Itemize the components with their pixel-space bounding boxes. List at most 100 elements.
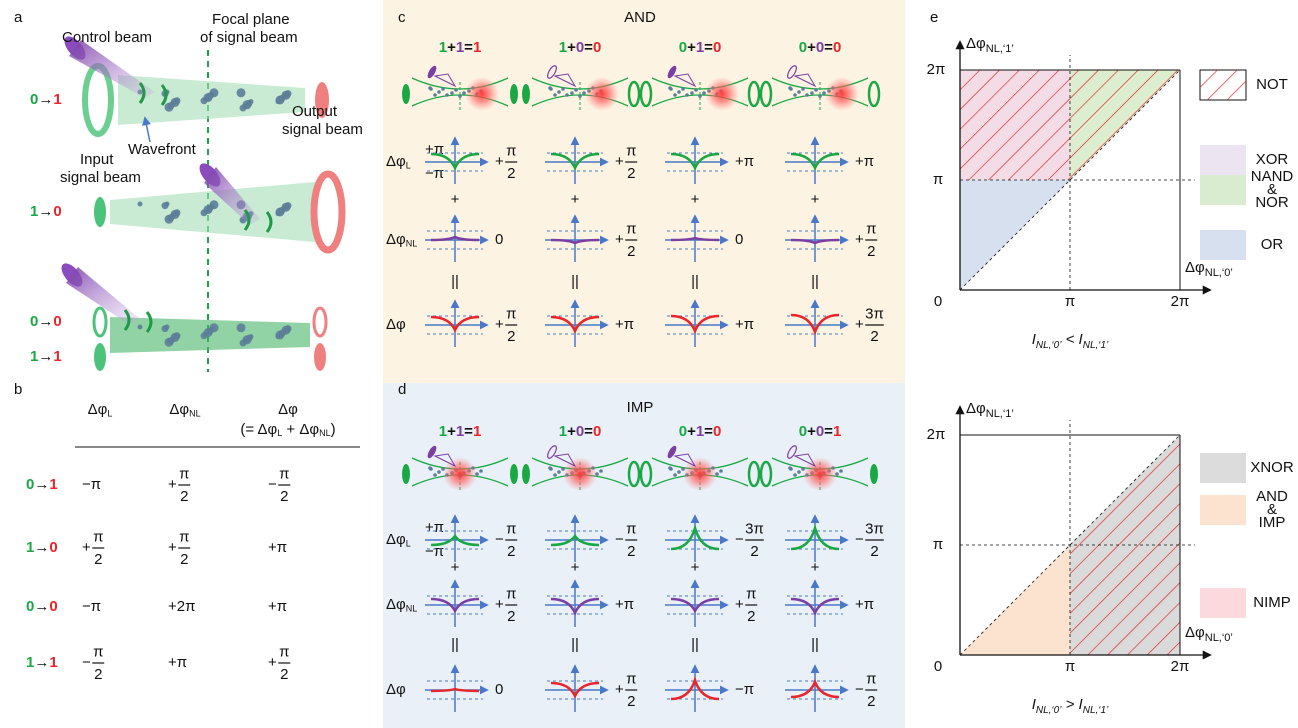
value-sign: + (735, 596, 744, 613)
value-denominator: 2 (867, 693, 875, 710)
value-denominator: 2 (870, 543, 878, 560)
equation: 1+1=1 (439, 423, 482, 440)
value: 0 (735, 231, 743, 248)
value: +π (615, 596, 634, 613)
input-beam-profile (402, 84, 410, 104)
value: +2π (168, 598, 195, 615)
value-numerator: π (506, 520, 516, 537)
atom (433, 93, 437, 97)
row-transition: 1→0 (26, 539, 58, 556)
value-numerator: π (626, 520, 636, 537)
column-header-note-part: NL (319, 429, 331, 439)
value-sign: − (855, 531, 864, 548)
x-axis-label: ΔφNL,‘0’ (1185, 259, 1233, 279)
value-denominator: 2 (627, 165, 635, 182)
legend-label: XOR (1256, 151, 1289, 168)
x-axis-label-part: Δφ (1185, 624, 1205, 641)
atom (789, 87, 793, 91)
value-sign: + (615, 681, 624, 698)
equation-part: = (464, 423, 473, 440)
equation-part: 0 (576, 39, 584, 56)
transition-part: 0 (53, 203, 61, 220)
value-denominator: 2 (180, 488, 188, 505)
row-transition: 0→1 (26, 476, 58, 493)
atom (565, 93, 569, 97)
legend-label: IMP (1259, 514, 1286, 531)
transition-part: → (38, 313, 53, 330)
equation: 1+0=0 (559, 39, 602, 56)
atom (814, 88, 818, 92)
row-transition-part: 0 (26, 476, 34, 493)
value-sign: + (615, 153, 624, 170)
input-beam-profile (522, 464, 530, 484)
column-header: ΔφNL (169, 401, 200, 419)
value: +π (855, 596, 874, 613)
value-numerator: π (626, 220, 636, 237)
atom (553, 473, 557, 477)
transition-part: 1 (53, 91, 61, 108)
caption: INL,‘0’ > INL,‘1’ (1032, 696, 1109, 715)
equation-part: = (584, 423, 593, 440)
y-tick-label: 2π (927, 61, 946, 78)
legend-swatch (1200, 230, 1246, 260)
value-numerator: π (866, 220, 876, 237)
x-axis-label-part: NL,‘0’ (1205, 267, 1233, 279)
y-tick-label: 2π (927, 426, 946, 443)
value-sign: + (495, 596, 504, 613)
value-sign: + (615, 231, 624, 248)
column-header-note-part: ) (331, 421, 336, 438)
transition-part: 1 (30, 203, 38, 220)
legend-label: NOR (1255, 194, 1289, 211)
value-numerator: π (179, 528, 189, 545)
equation-part: = (704, 39, 713, 56)
value-denominator: 2 (750, 543, 758, 560)
transition: 1→0 (30, 203, 62, 220)
y-tick-label: π (933, 536, 943, 553)
atom (165, 338, 174, 347)
atom (673, 473, 677, 477)
value-sign: − (735, 531, 744, 548)
row-label-part: L (406, 539, 411, 549)
row-transition-part: 1 (26, 654, 34, 671)
equals-sign: || (811, 273, 819, 290)
value-numerator: π (866, 670, 876, 687)
row-transition-part: 0 (49, 598, 57, 615)
caption-part: NL,‘1’ (1083, 339, 1109, 350)
x-axis-label-part: Δφ (1185, 259, 1205, 276)
y-axis-label-part: NL,‘1’ (986, 43, 1014, 55)
atom (201, 97, 208, 104)
value-denominator: 2 (747, 608, 755, 625)
equation: 0+0=0 (799, 39, 842, 56)
atom (839, 469, 843, 473)
equation-part: = (464, 39, 473, 56)
atom (553, 93, 557, 97)
equation-part: 0 (576, 423, 584, 440)
glow (825, 77, 859, 111)
equation-part: 0 (679, 39, 687, 56)
atom (276, 334, 281, 339)
range-label: −π (425, 165, 444, 182)
equation-part: + (807, 423, 816, 440)
equation: 1+0=0 (559, 423, 602, 440)
row-label-part: Δφ (386, 596, 406, 613)
atom (445, 93, 449, 97)
atom (574, 88, 578, 92)
equation-part: 1 (473, 39, 481, 56)
value: +π (268, 539, 287, 556)
output-beam-profile (510, 84, 518, 104)
equals-sign: || (451, 273, 459, 290)
value: −π (82, 476, 101, 493)
caption-part: > I (1061, 696, 1082, 713)
y-axis-label-part: Δφ (966, 400, 986, 417)
panel-label: c (398, 9, 406, 26)
input-beam-label: signal beam (60, 169, 141, 186)
column-header-part: L (107, 409, 112, 419)
equation-part: + (567, 423, 576, 440)
value-numerator: π (279, 465, 289, 482)
origin-label: 0 (934, 658, 942, 675)
row-label: Δφ (386, 316, 406, 333)
value-denominator: 2 (870, 328, 878, 345)
plus-sign: + (451, 559, 460, 576)
equation-part: 1 (696, 423, 704, 440)
atom (276, 211, 281, 216)
